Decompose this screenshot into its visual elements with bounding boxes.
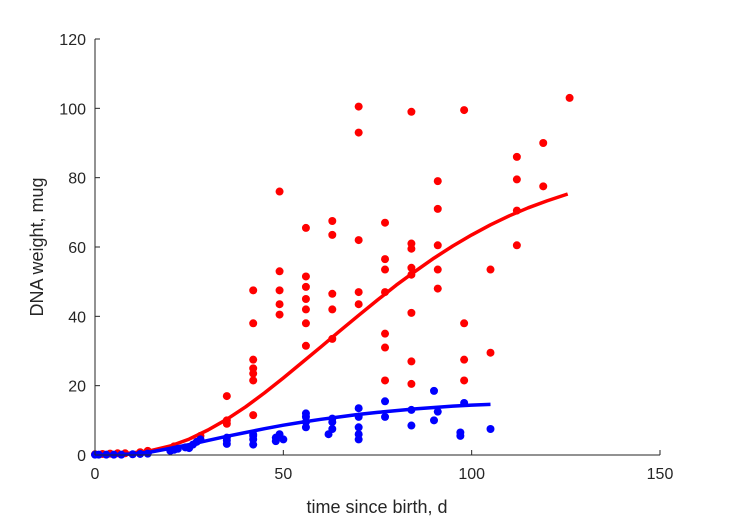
data-point-series-2 [354, 404, 363, 413]
y-tick-label: 80 [68, 171, 86, 188]
data-point-series-1 [275, 286, 284, 295]
data-point-series-1 [301, 305, 310, 314]
data-point-series-2 [381, 412, 390, 421]
data-point-series-1 [222, 392, 231, 401]
data-point-series-1 [328, 289, 337, 298]
data-point-series-1 [460, 106, 469, 115]
data-point-series-1 [486, 265, 495, 274]
data-point-series-1 [407, 308, 416, 317]
data-point-series-1 [433, 241, 442, 250]
data-point-series-1 [354, 288, 363, 297]
data-point-series-2 [407, 421, 416, 430]
data-point-series-1 [301, 341, 310, 350]
data-point-series-1 [433, 265, 442, 274]
data-point-series-1 [328, 217, 337, 225]
y-tick-label: 60 [68, 240, 86, 257]
fit-line-series-1 [94, 192, 569, 457]
data-point-series-1 [460, 355, 469, 364]
data-point-series-1 [407, 244, 416, 253]
data-point-series-2 [430, 416, 438, 425]
data-point-series-1 [512, 241, 521, 250]
x-tick-label: 100 [458, 466, 485, 483]
data-point-series-1 [512, 175, 521, 184]
plot-area [91, 93, 574, 459]
data-point-series-1 [512, 152, 521, 161]
data-point-series-2 [354, 430, 363, 439]
data-point-series-1 [407, 263, 416, 272]
fit-line-series-2 [94, 402, 491, 457]
data-point-series-1 [354, 128, 363, 137]
y-tick-label: 120 [59, 32, 86, 49]
data-point-series-1 [249, 369, 258, 378]
data-point-series-1 [354, 102, 363, 111]
y-tick-label: 0 [77, 448, 86, 465]
y-tick-label: 100 [59, 101, 86, 118]
data-point-series-1 [433, 204, 442, 213]
data-point-series-1 [433, 284, 442, 293]
data-point-series-1 [354, 300, 363, 309]
data-point-series-1 [433, 177, 442, 186]
data-point-series-1 [460, 376, 469, 385]
data-point-series-1 [407, 379, 416, 388]
data-point-series-1 [460, 319, 469, 328]
data-point-series-1 [486, 348, 495, 357]
x-axis-label: time since birth, d [306, 497, 447, 517]
data-point-series-1 [328, 230, 337, 239]
axes: 0 50 100 150 0 20 40 60 80 100 120 [59, 32, 673, 483]
data-point-series-2 [279, 435, 288, 444]
data-point-series-1 [381, 255, 390, 264]
data-point-series-1 [301, 272, 310, 281]
data-point-series-1 [328, 305, 337, 314]
y-axis-label: DNA weight, mug [27, 177, 47, 316]
data-point-series-1 [301, 319, 310, 328]
data-point-series-2 [354, 423, 363, 432]
y-tick-label: 20 [68, 379, 86, 396]
data-point-series-1 [275, 300, 284, 309]
data-point-series-1 [407, 357, 416, 366]
data-point-series-1 [301, 282, 310, 291]
data-point-series-1 [301, 295, 310, 303]
data-point-series-1 [539, 139, 548, 147]
data-point-series-2 [328, 425, 337, 433]
data-point-series-1 [539, 182, 548, 191]
data-point-series-2 [430, 386, 438, 395]
data-point-series-2 [301, 409, 310, 418]
data-point-series-1 [565, 93, 574, 102]
data-point-series-1 [381, 343, 390, 352]
data-point-series-1 [381, 218, 390, 227]
data-point-series-1 [275, 187, 284, 196]
data-point-series-1 [407, 107, 416, 116]
data-point-series-1 [249, 355, 258, 364]
x-tick-label: 150 [647, 466, 674, 483]
data-point-series-1 [249, 286, 258, 295]
data-point-series-1 [381, 265, 390, 274]
data-point-series-2 [456, 428, 465, 437]
x-tick-label: 50 [274, 466, 292, 483]
data-point-series-1 [249, 376, 258, 385]
data-point-series-1 [249, 319, 258, 328]
x-tick-label: 0 [91, 466, 100, 483]
data-point-series-1 [381, 376, 390, 385]
data-point-series-1 [301, 223, 310, 232]
data-point-series-2 [486, 425, 495, 433]
y-tick-label: 40 [68, 309, 86, 326]
data-point-series-1 [249, 411, 258, 420]
data-point-series-1 [275, 310, 284, 319]
data-point-series-1 [354, 236, 363, 245]
data-point-series-1 [275, 267, 284, 276]
data-point-series-2 [433, 407, 442, 416]
data-point-series-1 [381, 329, 390, 338]
data-point-series-2 [381, 397, 390, 406]
